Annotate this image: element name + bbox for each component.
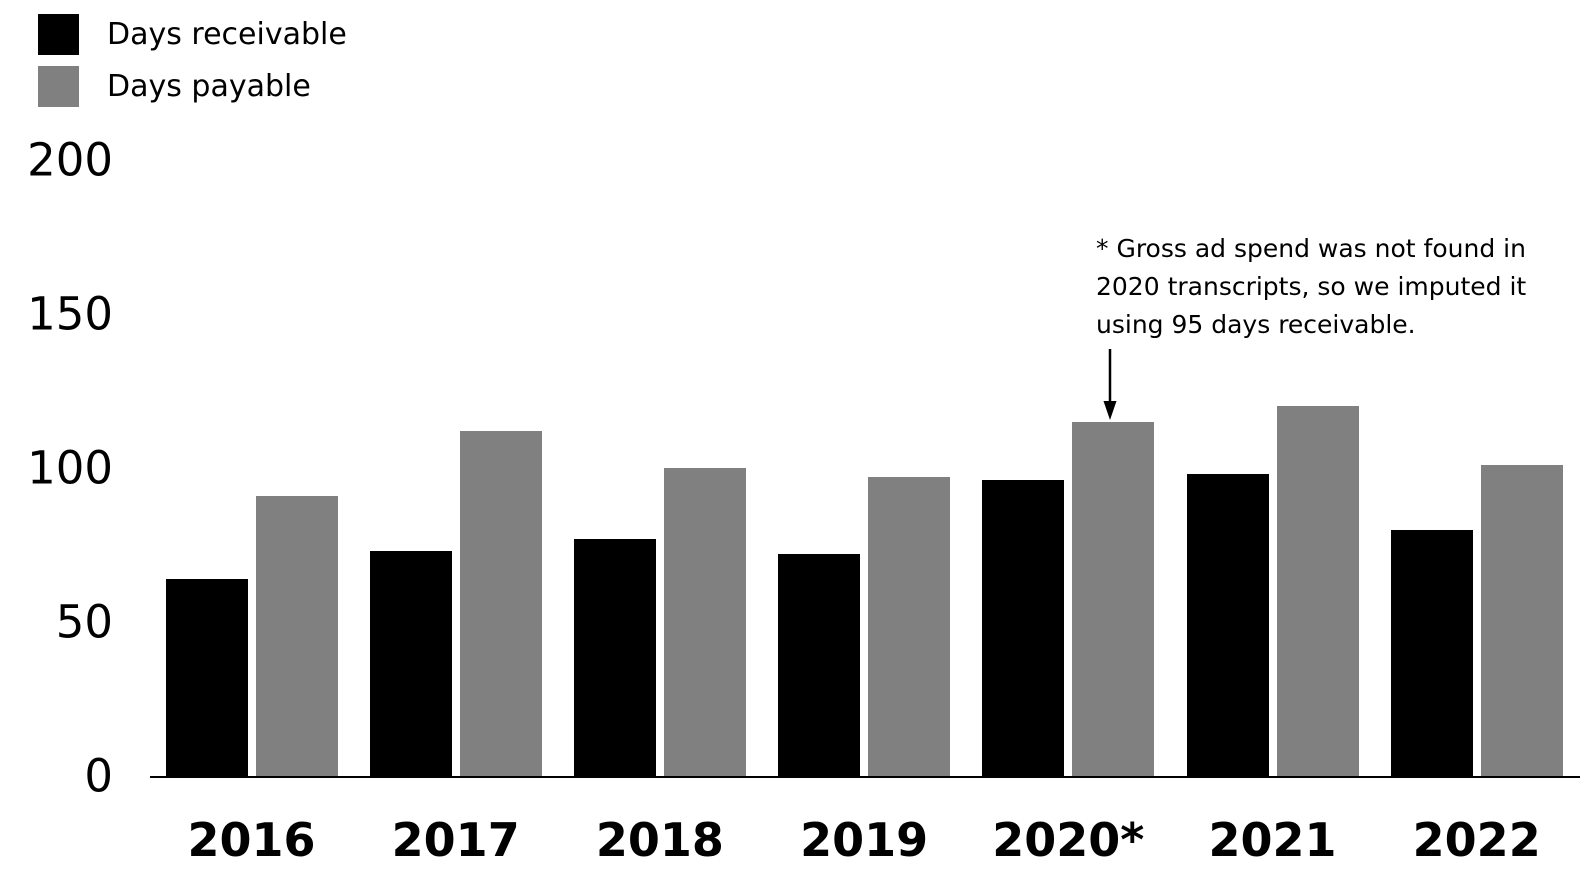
bar-2020-days-receivable [982,480,1065,776]
x-tick-label-2020: 2020* [992,813,1145,867]
x-tick-label-2017: 2017 [391,813,520,867]
y-tick-label-50: 50 [55,595,113,649]
legend-swatch-days-payable [38,66,79,107]
x-tick-label-2022: 2022 [1412,813,1541,867]
legend-label-days-receivable: Days receivable [107,17,347,52]
annotation-down-arrow-icon [1103,349,1117,420]
bar-2019-days-payable [868,477,951,776]
bar-2017-days-payable [459,431,542,776]
annotation-line-2: 2020 transcripts, so we imputed it [1096,272,1527,301]
x-tick-label-2021: 2021 [1208,813,1337,867]
annotation-line-3: using 95 days receivable. [1096,310,1416,339]
bar-2017-days-receivable [369,551,452,776]
x-tick-label-2019: 2019 [800,813,929,867]
annotation-line-1: * Gross ad spend was not found in [1096,234,1526,263]
y-tick-label-100: 100 [27,441,113,495]
legend-item-days-payable: Days payable [38,66,347,107]
bar-2022-days-receivable [1390,530,1473,776]
y-tick-label-0: 0 [84,749,113,803]
y-tick-label-200: 200 [27,133,113,187]
legend-label-days-payable: Days payable [107,69,311,104]
x-tick-label-2016: 2016 [187,813,316,867]
bar-2018-days-receivable [573,539,656,776]
legend-swatch-days-receivable [38,14,79,55]
annotation-text: * Gross ad spend was not found in 2020 tr… [1096,230,1566,344]
bar-2016-days-payable [255,496,338,776]
bar-2022-days-payable [1480,465,1563,776]
bar-2016-days-receivable [165,579,248,776]
x-tick-label-2018: 2018 [595,813,724,867]
bar-2020-days-payable [1072,422,1155,776]
bar-2018-days-payable [663,468,746,776]
legend: Days receivable Days payable [38,14,347,118]
bar-2021-days-receivable [1186,474,1269,776]
legend-item-days-receivable: Days receivable [38,14,347,55]
x-axis-line [150,776,1580,778]
y-tick-label-150: 150 [27,287,113,341]
bar-2021-days-payable [1276,406,1359,776]
bar-2019-days-receivable [778,554,861,776]
